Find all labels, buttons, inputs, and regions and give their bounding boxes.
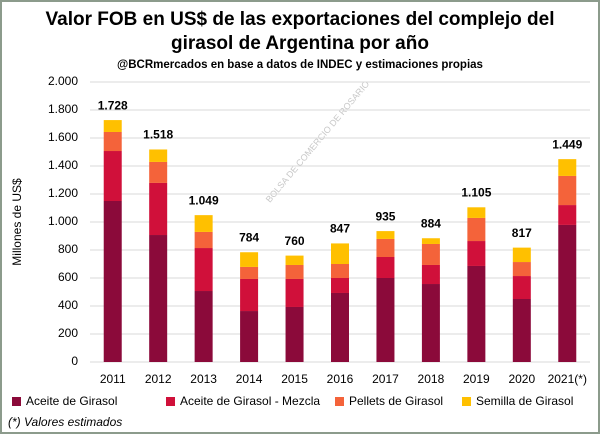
- y-tick-label: 1.600: [48, 130, 78, 144]
- chart-subtitle: @BCRmercados en base a datos de INDEC y …: [117, 59, 483, 71]
- legend-label: Aceite de Girasol - Mezcla: [180, 394, 320, 408]
- chart-title: Valor FOB en US$ de las exportaciones de…: [46, 9, 555, 30]
- y-tick-label: 400: [58, 298, 78, 312]
- bar-segment: [103, 120, 122, 132]
- x-tick-label: 2021(*): [548, 372, 587, 386]
- bar-segment: [512, 247, 531, 263]
- total-label: 935: [375, 209, 395, 223]
- y-tick-label: 800: [58, 242, 78, 256]
- bar-segment: [467, 241, 486, 266]
- x-tick-label: 2016: [327, 372, 354, 386]
- bar-segment: [467, 207, 486, 218]
- bar-segment: [285, 306, 304, 362]
- bar-segment: [331, 292, 349, 362]
- y-tick-label: 600: [58, 270, 78, 284]
- y-tick-label: 1.400: [48, 158, 78, 172]
- total-label: 847: [330, 222, 350, 236]
- bar-segment: [467, 265, 486, 362]
- y-tick-label: 0: [71, 354, 78, 368]
- legend-label: Semilla de Girasol: [476, 394, 573, 408]
- bar-segment: [149, 182, 168, 236]
- total-label: 1.728: [98, 98, 128, 112]
- x-tick-label: 2012: [145, 372, 172, 386]
- bar-segment: [421, 284, 440, 362]
- legend-label: Aceite de Girasol: [26, 394, 117, 408]
- x-tick-label: 2018: [418, 372, 445, 386]
- bar-segment: [421, 264, 440, 285]
- y-tick-label: 1.000: [48, 214, 78, 228]
- legend-swatch: [12, 397, 21, 406]
- footnote: (*) Valores estimados: [8, 415, 122, 429]
- bar-segment: [376, 278, 395, 362]
- legend-swatch: [462, 397, 471, 406]
- bar-segment: [467, 217, 486, 242]
- bar-segment: [194, 291, 213, 362]
- bar-segment: [285, 264, 304, 279]
- x-tick-label: 2020: [508, 372, 535, 386]
- bar-segment: [512, 262, 531, 277]
- legend-label: Pellets de Girasol: [349, 394, 443, 408]
- bar-segment: [194, 248, 213, 292]
- x-tick-label: 2017: [372, 372, 399, 386]
- y-tick-label: 1.200: [48, 186, 78, 200]
- legend-swatch: [166, 397, 175, 406]
- chart-title: girasol de Argentina por año: [171, 33, 429, 54]
- bar-segment: [285, 278, 304, 307]
- x-tick-label: 2013: [190, 372, 217, 386]
- bar-segment: [149, 161, 168, 183]
- x-tick-label: 2014: [236, 372, 263, 386]
- total-label: 760: [285, 234, 305, 248]
- bar-segment: [421, 243, 440, 265]
- y-axis-label: Millones de US$: [10, 178, 24, 266]
- bar-segment: [512, 299, 531, 362]
- bar-segment: [194, 231, 213, 249]
- bar-segment: [421, 238, 440, 244]
- total-label: 1.105: [461, 185, 491, 199]
- bar-segment: [376, 238, 395, 257]
- bar-segment: [331, 243, 349, 264]
- y-tick-label: 2.000: [48, 74, 78, 88]
- legend-swatch: [335, 397, 344, 406]
- bar-segment: [558, 205, 577, 225]
- y-tick-label: 1.800: [48, 102, 78, 116]
- total-label: 1.049: [189, 193, 219, 207]
- bar-segment: [285, 255, 304, 265]
- bar-segment: [240, 278, 259, 312]
- bar-segment: [149, 235, 168, 362]
- bar-segment: [376, 257, 395, 278]
- bar-segment: [103, 151, 122, 201]
- bar-segment: [103, 201, 122, 362]
- bar-segment: [240, 266, 259, 279]
- bar-segment: [240, 311, 259, 362]
- x-tick-label: 2015: [281, 372, 308, 386]
- bar-segment: [194, 215, 213, 232]
- total-label: 784: [239, 230, 259, 244]
- bar-segment: [149, 149, 168, 162]
- bar-segment: [103, 131, 122, 152]
- x-tick-label: 2019: [463, 372, 490, 386]
- bar-segment: [558, 224, 577, 362]
- total-label: 1.518: [143, 128, 173, 142]
- x-tick-label: 2011: [100, 372, 126, 386]
- y-tick-label: 200: [58, 326, 78, 340]
- total-label: 817: [512, 226, 532, 240]
- bar-segment: [240, 252, 259, 267]
- total-label: 884: [421, 216, 441, 230]
- bar-segment: [331, 264, 349, 278]
- bar-segment: [331, 278, 349, 293]
- bar-segment: [512, 276, 531, 299]
- bar-segment: [558, 175, 577, 206]
- bar-segment: [558, 159, 577, 176]
- total-label: 1.449: [552, 137, 582, 151]
- bar-segment: [376, 231, 395, 239]
